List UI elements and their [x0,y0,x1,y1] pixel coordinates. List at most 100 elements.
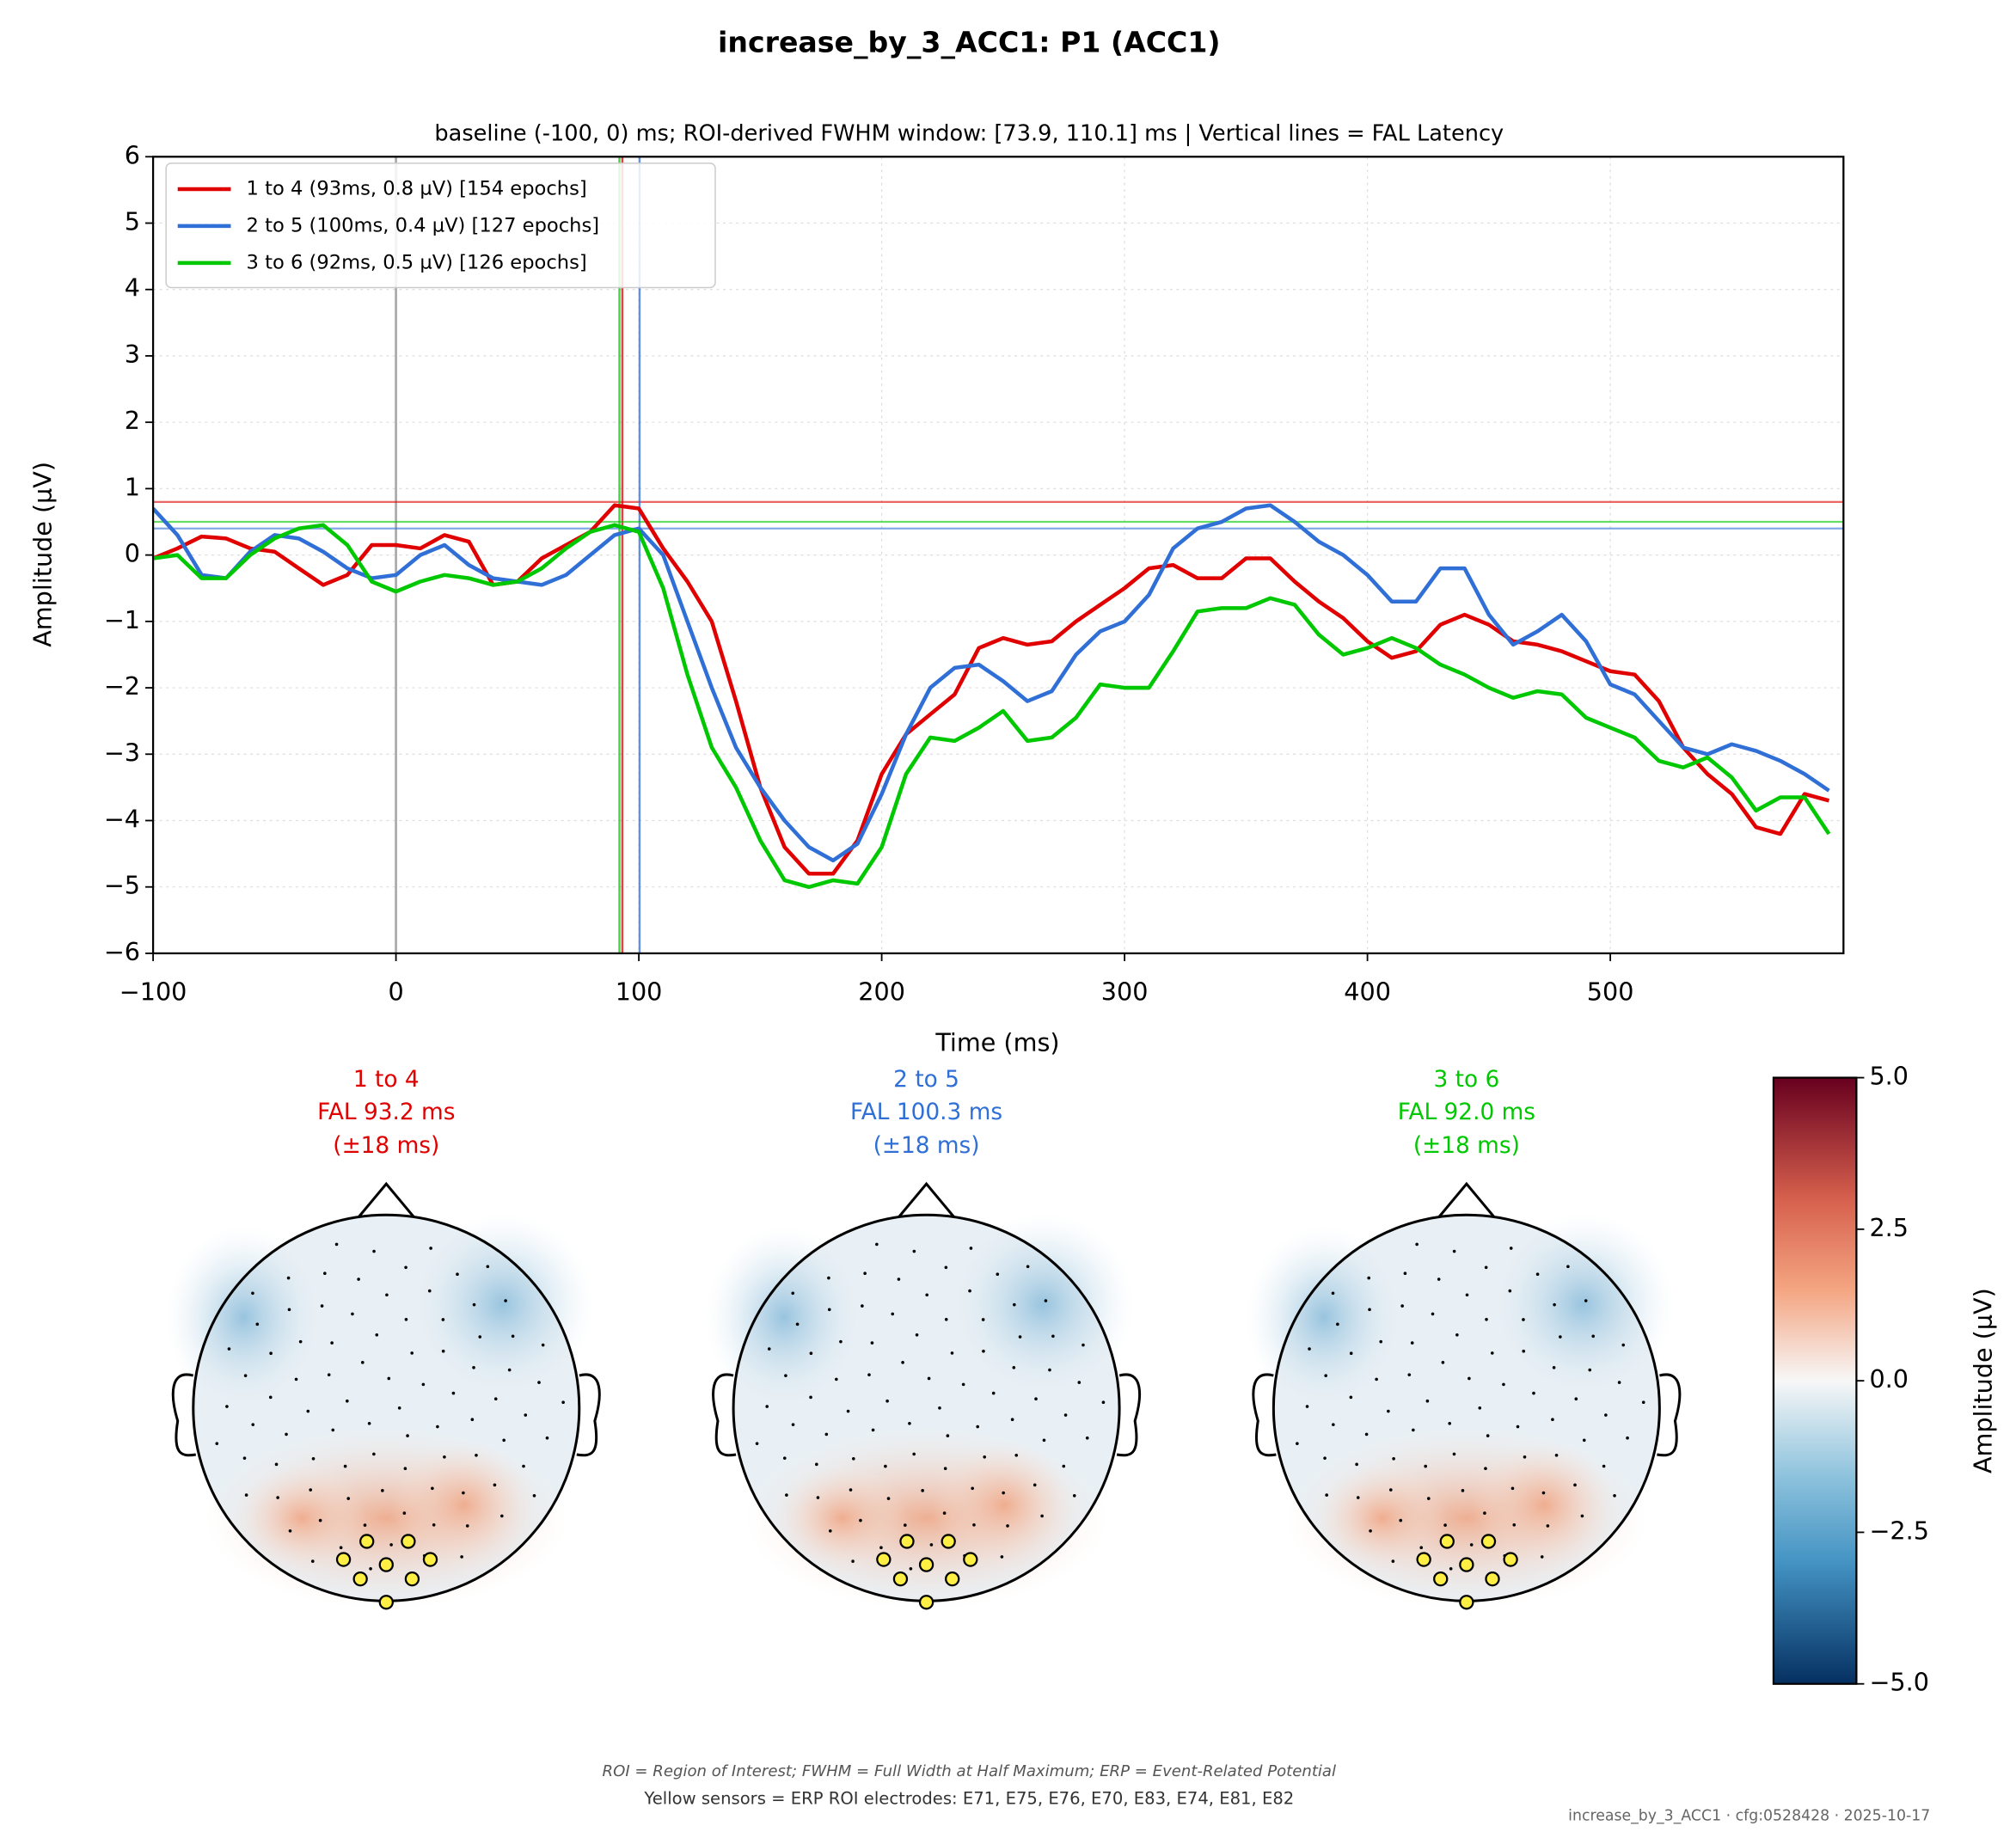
colorbar-tick-label: 5.0 [1869,1062,1909,1091]
sensor-dot [427,1289,432,1293]
sensor-dot [1641,1400,1645,1405]
sensor-dot [381,1489,384,1492]
sensor-dot [879,1546,883,1549]
sensor-dot [901,1361,904,1364]
sensor-dot [320,1304,324,1308]
sensor-dot [950,1351,954,1355]
roi-sensor [899,1534,915,1549]
sensor-dot [1510,1486,1515,1491]
sensor-dot [532,1493,536,1498]
sensor-dot [809,1351,813,1356]
sensor-dot [451,1391,456,1395]
sensor-dot [1532,1391,1535,1395]
sensor-dot [1101,1400,1106,1405]
sensor-dot [938,1406,941,1410]
y-tick-label: 6 [125,140,140,169]
roi-sensor [876,1552,892,1567]
sensor-dot [537,1381,541,1384]
legend-label: 2 to 5 (100ms, 0.4 µV) [127 epochs] [247,214,600,236]
sensor-dot [1426,1497,1431,1500]
sensor-dot [389,1543,393,1547]
y-tick-label: 1 [125,472,140,501]
sensor-dot [921,1489,924,1492]
sensor-dot [367,1421,371,1425]
topomap-title: 3 to 6 [1433,1067,1499,1093]
sensor-dot [397,1406,401,1410]
sensor-dot [839,1339,843,1344]
sensor-dot [1604,1413,1608,1417]
sensor-dot [969,1247,973,1250]
sensor-dot [785,1493,788,1497]
sensor-dot [791,1423,795,1426]
series-line [153,523,1831,890]
sensor-dot [465,1524,469,1528]
sensor-dot [269,1351,273,1356]
sensor-dot [991,1391,996,1395]
y-tick-label: 0 [125,539,140,568]
head-nose [886,1181,966,1232]
sensor-dot [1331,1291,1335,1296]
sensor-dot [1391,1559,1395,1563]
sensor-dot [385,1293,389,1297]
sensor-dot [1000,1555,1004,1559]
topo-blob [1492,1213,1674,1395]
sensor-dot [441,1349,445,1353]
topo-blob [1246,1226,1402,1408]
sensor-dot [331,1428,335,1432]
sensor-dot [541,1343,545,1347]
sensor-dot [500,1514,504,1518]
topo-blob [166,1226,322,1408]
colorbar-tick-label: −2.5 [1869,1516,1928,1545]
sensor-dot [1617,1381,1621,1384]
x-tick-label: 0 [388,977,403,1007]
sensor-dot [343,1464,347,1468]
roi-sensor [422,1552,438,1567]
sensor-dot [339,1546,343,1549]
sensor-dot [1085,1436,1089,1440]
sensor-dot [784,1374,787,1377]
sensor-dot [470,1418,475,1422]
sensor-dot [1535,1272,1540,1277]
sensor-dot [1484,1467,1487,1471]
sensor-dot [1626,1436,1629,1440]
sensor-dot [310,1559,315,1563]
sensor-dot [861,1304,864,1308]
sensor-dot [996,1272,1000,1277]
sensor-dot [943,1467,947,1471]
sensor-dot [925,1293,929,1297]
roi-sensor [918,1595,934,1610]
sensor-dot [1388,1488,1393,1492]
roi-sensor [359,1534,375,1549]
sensor-dot [961,1382,965,1387]
sensor-dot [1486,1434,1490,1437]
sensor-dot [323,1271,327,1276]
sensor-dot [1324,1374,1328,1377]
x-axis-label: Time (ms) [934,1027,1059,1057]
sensor-dot [1369,1529,1372,1533]
sensor-dot [360,1361,365,1364]
roi-sensor [335,1552,352,1567]
sensor-dot [870,1341,874,1345]
sensor-dot [287,1308,291,1312]
sensor-dot [897,1277,901,1281]
sensor-dot [1040,1514,1044,1518]
sensor-dot [504,1299,507,1302]
sensor-dot [298,1339,303,1344]
head-ear [171,1373,197,1457]
topo-blob [933,1440,1075,1571]
sensor-dot [1424,1464,1428,1468]
topo-blob [412,1213,594,1395]
sensor-dot [1305,1405,1309,1408]
topo-blob [392,1440,536,1571]
head-ear [1116,1373,1142,1457]
sensor-dot [1010,1418,1014,1422]
sensor-dot [891,1312,895,1316]
sensor-dot [983,1455,987,1459]
sensor-dot [946,1434,950,1437]
sensor-dot [1437,1277,1441,1281]
sensor-dot [1006,1524,1009,1528]
sensor-dot [815,1462,818,1467]
sensor-dot [251,1291,254,1296]
x-tick-label: 300 [1101,977,1149,1007]
sensor-dot [406,1434,409,1437]
